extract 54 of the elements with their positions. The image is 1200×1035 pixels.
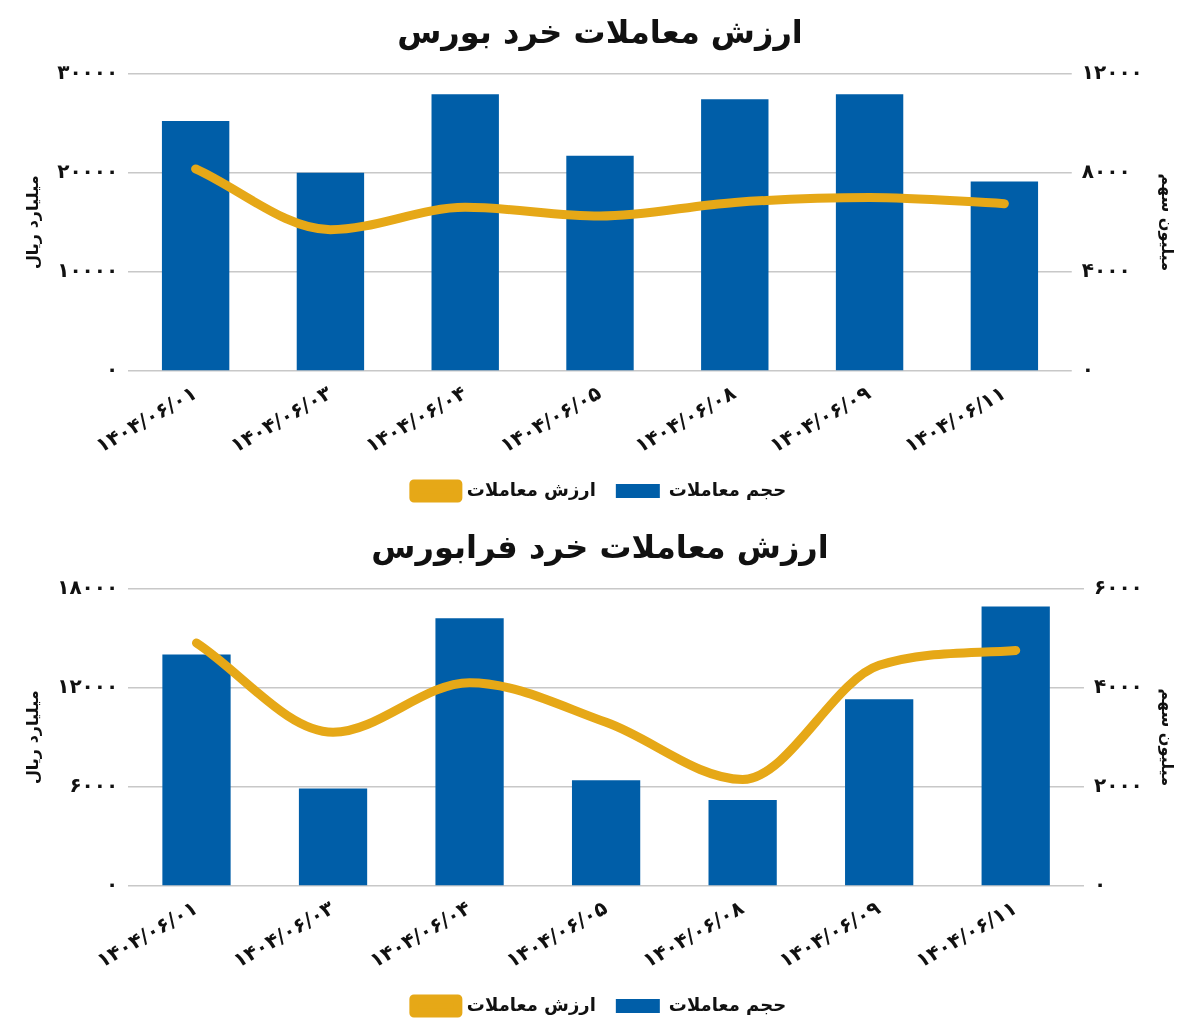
y-axis-title: میلیارد ریال bbox=[22, 690, 42, 785]
y-tick-label: ۰ bbox=[106, 357, 119, 382]
y2-tick-label: ۶۰۰۰ bbox=[1093, 574, 1143, 599]
y-tick-label: ۱۸۰۰۰ bbox=[57, 574, 119, 599]
legend-label: حجم معاملات bbox=[668, 993, 787, 1015]
x-tick-label: ۱۴۰۴/۰۶/۰۸ bbox=[638, 895, 748, 973]
legend-label: ارزش معاملات bbox=[466, 478, 596, 500]
bar bbox=[708, 800, 777, 886]
chart-title: ارزش معاملات خرد فرابورس bbox=[371, 527, 829, 566]
x-tick-label: ۱۴۰۴/۰۶/۰۹ bbox=[765, 380, 875, 458]
x-tick-label: ۱۴۰۴/۰۶/۱۱ bbox=[911, 895, 1021, 973]
y2-tick-label: ۸۰۰۰ bbox=[1081, 158, 1131, 183]
x-tick-label: ۱۴۰۴/۰۶/۰۵ bbox=[502, 895, 612, 973]
x-tick-label: ۱۴۰۴/۰۶/۱۱ bbox=[900, 380, 1010, 458]
y2-tick-label: ۱۲۰۰۰ bbox=[1081, 59, 1143, 84]
y-tick-label: ۳۰۰۰۰ bbox=[57, 59, 119, 84]
y-tick-label: ۰ bbox=[106, 872, 119, 897]
bar bbox=[845, 699, 914, 886]
x-tick-label: ۱۴۰۴/۰۶/۰۳ bbox=[228, 895, 339, 973]
y2-tick-label: ۲۰۰۰ bbox=[1093, 773, 1143, 798]
y2-tick-label: ۴۰۰۰ bbox=[1093, 673, 1143, 698]
bar bbox=[162, 654, 231, 886]
x-tick-label: ۱۴۰۴/۰۶/۰۹ bbox=[775, 895, 885, 973]
y2-tick-label: ۴۰۰۰ bbox=[1081, 258, 1131, 283]
y-tick-label: ۲۰۰۰۰ bbox=[57, 158, 119, 183]
legend-label: ارزش معاملات bbox=[466, 993, 596, 1015]
y2-tick-label: ۰ bbox=[1081, 357, 1094, 382]
bar bbox=[701, 99, 769, 371]
chart-title: ارزش معاملات خرد بورس bbox=[397, 12, 803, 51]
bar bbox=[435, 618, 504, 886]
x-tick-label: ۱۴۰۴/۰۶/۰۵ bbox=[495, 380, 606, 458]
x-tick-label: ۱۴۰۴/۰۶/۰۱ bbox=[92, 895, 202, 973]
bar bbox=[296, 172, 365, 371]
y-tick-label: ۱۰۰۰۰ bbox=[57, 258, 119, 283]
y2-axis-title: میلیون سهم bbox=[1158, 688, 1178, 787]
y2-axis-title: میلیون سهم bbox=[1158, 173, 1178, 272]
bar bbox=[970, 181, 1039, 371]
legend-label: حجم معاملات bbox=[668, 478, 787, 500]
x-tick-label: ۱۴۰۴/۰۶/۰۴ bbox=[361, 380, 471, 458]
x-tick-label: ۱۴۰۴/۰۶/۰۴ bbox=[365, 895, 475, 973]
y-tick-label: ۱۲۰۰۰ bbox=[57, 673, 119, 698]
bar bbox=[161, 121, 230, 371]
bar bbox=[571, 780, 641, 886]
bar bbox=[835, 94, 904, 371]
bar bbox=[566, 155, 634, 371]
bar bbox=[431, 94, 499, 371]
x-tick-label: ۱۴۰۴/۰۶/۰۳ bbox=[226, 380, 336, 458]
y-tick-label: ۶۰۰۰ bbox=[69, 773, 119, 798]
bar bbox=[981, 606, 1050, 886]
y-axis-title: میلیارد ریال bbox=[22, 175, 42, 270]
x-tick-label: ۱۴۰۴/۰۶/۰۸ bbox=[630, 380, 740, 458]
x-tick-label: ۱۴۰۴/۰۶/۰۱ bbox=[91, 380, 201, 458]
y2-tick-label: ۰ bbox=[1093, 872, 1107, 897]
bar bbox=[298, 788, 368, 886]
